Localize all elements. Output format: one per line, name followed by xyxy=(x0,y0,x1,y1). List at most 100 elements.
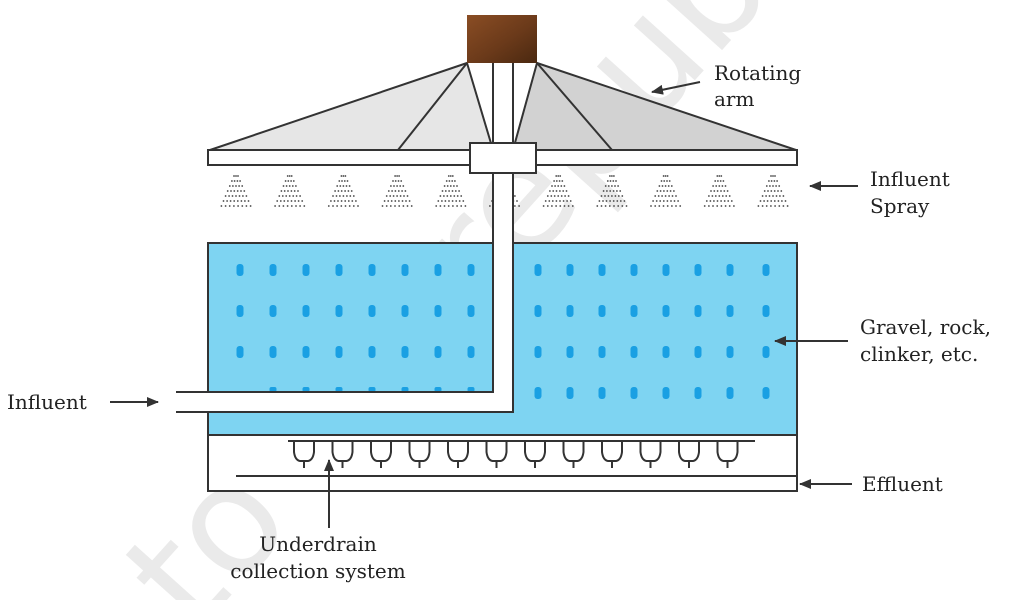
label-rotating-arm-line1: Rotating xyxy=(714,61,801,85)
media-stone xyxy=(598,387,606,399)
spray-nozzle xyxy=(274,175,306,207)
spray-nozzle xyxy=(757,175,789,207)
media-stone xyxy=(726,305,734,317)
label-underdrain-line1: Underdrain xyxy=(259,532,377,556)
media-stone xyxy=(368,264,376,276)
media-stone xyxy=(662,346,670,358)
media-stone xyxy=(467,387,475,392)
media-stone xyxy=(335,264,343,276)
media-stone xyxy=(236,264,244,276)
underdrain-cup xyxy=(370,442,392,468)
media-stone xyxy=(368,346,376,358)
media-stone xyxy=(302,346,310,358)
media-stone xyxy=(467,264,475,276)
underdrain-cup xyxy=(485,442,508,468)
arrow-rotating-arm xyxy=(651,81,701,95)
underdrain-cup xyxy=(331,442,354,468)
motor-hub xyxy=(467,15,537,63)
underdrain-cup xyxy=(601,442,623,468)
media-stone xyxy=(566,346,574,358)
media-stone xyxy=(269,387,277,392)
label-rotating-arm-line2: arm xyxy=(714,87,754,111)
underdrain-cup xyxy=(562,442,585,468)
pipe-cross-joint xyxy=(469,142,537,174)
label-influent-spray-line2: Spray xyxy=(870,194,930,218)
media-stone xyxy=(726,264,734,276)
label-effluent: Effluent xyxy=(862,472,943,496)
media-stone xyxy=(694,264,702,276)
media-stone xyxy=(401,346,409,358)
media-stone xyxy=(335,387,343,392)
media-stone xyxy=(534,346,542,358)
underdrain-cup xyxy=(447,442,469,468)
underdrain-cup xyxy=(678,442,700,468)
media-stone xyxy=(236,305,244,317)
underdrain-cup xyxy=(716,442,739,468)
media-stone xyxy=(630,346,638,358)
arm-strut-right xyxy=(536,62,613,151)
media-stone xyxy=(335,346,343,358)
media-stone xyxy=(694,387,702,399)
media-stone xyxy=(630,387,638,399)
media-stone xyxy=(401,264,409,276)
media-stone xyxy=(467,346,475,358)
media-stone xyxy=(598,305,606,317)
media-stone xyxy=(726,346,734,358)
media-stone xyxy=(368,387,376,392)
media-stone xyxy=(694,346,702,358)
label-influent: Influent xyxy=(7,390,87,414)
media-stone xyxy=(762,264,770,276)
spray-nozzle xyxy=(650,175,682,207)
media-stone xyxy=(269,305,277,317)
media-stones xyxy=(236,264,770,399)
media-stone xyxy=(434,346,442,358)
media-stone xyxy=(662,305,670,317)
media-stone xyxy=(630,305,638,317)
spray-nozzle xyxy=(703,175,735,207)
media-stone xyxy=(335,305,343,317)
underdrain-cup xyxy=(524,442,546,468)
underdrain-cup xyxy=(639,442,662,468)
label-gravel-line1: Gravel, rock, xyxy=(860,315,991,339)
media-stone xyxy=(662,264,670,276)
media-stone xyxy=(467,305,475,317)
media-stone xyxy=(566,387,574,399)
media-stone xyxy=(236,346,244,358)
spray-nozzle xyxy=(381,175,413,207)
media-stone xyxy=(302,305,310,317)
label-gravel-line2: clinker, etc. xyxy=(860,342,978,366)
spray-nozzle xyxy=(596,175,628,207)
media-stone xyxy=(434,264,442,276)
underdrain-cup xyxy=(293,442,315,468)
spray-nozzle xyxy=(435,175,467,207)
media-stone xyxy=(762,387,770,399)
media-stone xyxy=(694,305,702,317)
spray-nozzle xyxy=(220,175,252,207)
media-stone xyxy=(401,305,409,317)
underdrain-cups xyxy=(293,442,739,468)
media-stone xyxy=(302,264,310,276)
media-stone xyxy=(566,264,574,276)
media-stone xyxy=(598,264,606,276)
media-stone xyxy=(269,264,277,276)
media-stone xyxy=(662,387,670,399)
media-stone xyxy=(566,305,574,317)
underdrain-cup xyxy=(408,442,431,468)
media-stone xyxy=(269,346,277,358)
arm-left-cone xyxy=(209,61,495,151)
media-stone xyxy=(534,305,542,317)
media-stone xyxy=(434,387,442,392)
label-influent-spray-line1: Influent xyxy=(870,167,950,191)
media-stone xyxy=(630,264,638,276)
media-stone xyxy=(762,346,770,358)
influent-pipe-outer xyxy=(176,63,514,413)
media-stone xyxy=(401,387,409,392)
label-underdrain-line2: collection system xyxy=(230,559,405,583)
spray-nozzle xyxy=(542,175,574,207)
media-stone xyxy=(726,387,734,399)
media-stone xyxy=(368,305,376,317)
media-stone xyxy=(534,387,542,399)
media-stone xyxy=(534,264,542,276)
arm-strut-left xyxy=(397,62,468,151)
